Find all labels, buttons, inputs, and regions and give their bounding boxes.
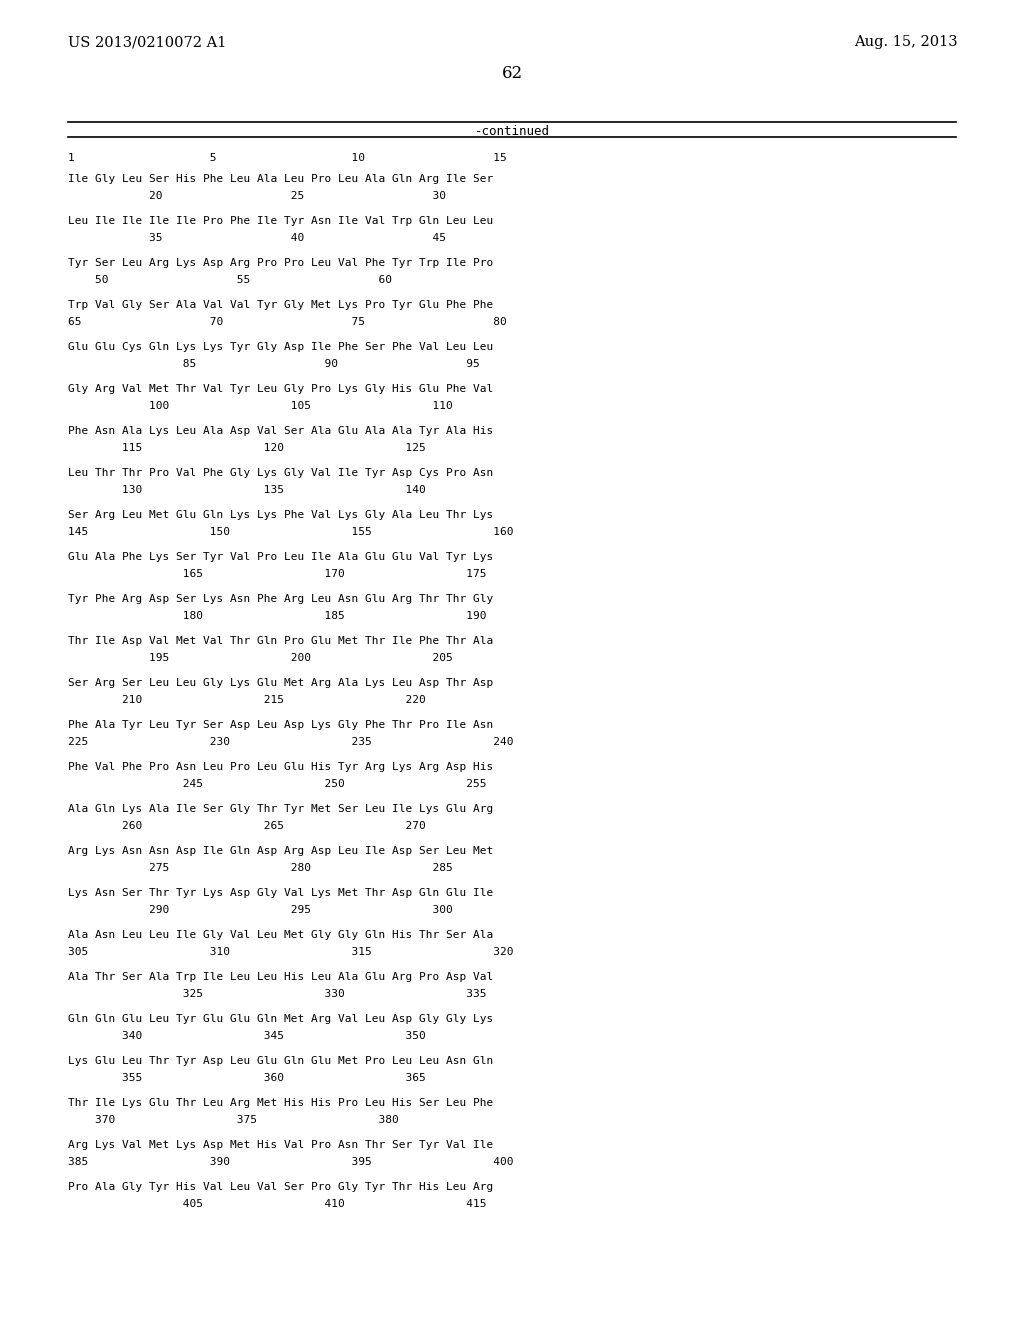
Text: 290                  295                  300: 290 295 300 — [68, 906, 453, 915]
Text: 100                  105                  110: 100 105 110 — [68, 401, 453, 411]
Text: 405                  410                  415: 405 410 415 — [68, 1199, 486, 1209]
Text: Ile Gly Leu Ser His Phe Leu Ala Leu Pro Leu Ala Gln Arg Ile Ser: Ile Gly Leu Ser His Phe Leu Ala Leu Pro … — [68, 174, 494, 183]
Text: Ala Asn Leu Leu Ile Gly Val Leu Met Gly Gly Gln His Thr Ser Ala: Ala Asn Leu Leu Ile Gly Val Leu Met Gly … — [68, 931, 494, 940]
Text: Thr Ile Lys Glu Thr Leu Arg Met His His Pro Leu His Ser Leu Phe: Thr Ile Lys Glu Thr Leu Arg Met His His … — [68, 1098, 494, 1107]
Text: 325                  330                  335: 325 330 335 — [68, 989, 486, 999]
Text: Ser Arg Ser Leu Leu Gly Lys Glu Met Arg Ala Lys Leu Asp Thr Asp: Ser Arg Ser Leu Leu Gly Lys Glu Met Arg … — [68, 678, 494, 688]
Text: Phe Val Phe Pro Asn Leu Pro Leu Glu His Tyr Arg Lys Arg Asp His: Phe Val Phe Pro Asn Leu Pro Leu Glu His … — [68, 762, 494, 772]
Text: 1                    5                    10                   15: 1 5 10 15 — [68, 153, 507, 162]
Text: Glu Glu Cys Gln Lys Lys Tyr Gly Asp Ile Phe Ser Phe Val Leu Leu: Glu Glu Cys Gln Lys Lys Tyr Gly Asp Ile … — [68, 342, 494, 352]
Text: Pro Ala Gly Tyr His Val Leu Val Ser Pro Gly Tyr Thr His Leu Arg: Pro Ala Gly Tyr His Val Leu Val Ser Pro … — [68, 1181, 494, 1192]
Text: 225                  230                  235                  240: 225 230 235 240 — [68, 737, 513, 747]
Text: Phe Ala Tyr Leu Tyr Ser Asp Leu Asp Lys Gly Phe Thr Pro Ile Asn: Phe Ala Tyr Leu Tyr Ser Asp Leu Asp Lys … — [68, 719, 494, 730]
Text: Thr Ile Asp Val Met Val Thr Gln Pro Glu Met Thr Ile Phe Thr Ala: Thr Ile Asp Val Met Val Thr Gln Pro Glu … — [68, 636, 494, 645]
Text: Tyr Phe Arg Asp Ser Lys Asn Phe Arg Leu Asn Glu Arg Thr Thr Gly: Tyr Phe Arg Asp Ser Lys Asn Phe Arg Leu … — [68, 594, 494, 605]
Text: 115                  120                  125: 115 120 125 — [68, 444, 426, 453]
Text: Arg Lys Val Met Lys Asp Met His Val Pro Asn Thr Ser Tyr Val Ile: Arg Lys Val Met Lys Asp Met His Val Pro … — [68, 1140, 494, 1150]
Text: Gly Arg Val Met Thr Val Tyr Leu Gly Pro Lys Gly His Glu Phe Val: Gly Arg Val Met Thr Val Tyr Leu Gly Pro … — [68, 384, 494, 393]
Text: 35                   40                   45: 35 40 45 — [68, 234, 446, 243]
Text: 20                   25                   30: 20 25 30 — [68, 191, 446, 201]
Text: 130                  135                  140: 130 135 140 — [68, 484, 426, 495]
Text: 65                   70                   75                   80: 65 70 75 80 — [68, 317, 507, 327]
Text: Aug. 15, 2013: Aug. 15, 2013 — [854, 36, 958, 49]
Text: 305                  310                  315                  320: 305 310 315 320 — [68, 946, 513, 957]
Text: Lys Asn Ser Thr Tyr Lys Asp Gly Val Lys Met Thr Asp Gln Glu Ile: Lys Asn Ser Thr Tyr Lys Asp Gly Val Lys … — [68, 888, 494, 898]
Text: 180                  185                  190: 180 185 190 — [68, 611, 486, 620]
Text: Ser Arg Leu Met Glu Gln Lys Lys Phe Val Lys Gly Ala Leu Thr Lys: Ser Arg Leu Met Glu Gln Lys Lys Phe Val … — [68, 510, 494, 520]
Text: 245                  250                  255: 245 250 255 — [68, 779, 486, 789]
Text: 275                  280                  285: 275 280 285 — [68, 863, 453, 873]
Text: 145                  150                  155                  160: 145 150 155 160 — [68, 527, 513, 537]
Text: Ala Gln Lys Ala Ile Ser Gly Thr Tyr Met Ser Leu Ile Lys Glu Arg: Ala Gln Lys Ala Ile Ser Gly Thr Tyr Met … — [68, 804, 494, 814]
Text: 370                  375                  380: 370 375 380 — [68, 1115, 398, 1125]
Text: Arg Lys Asn Asn Asp Ile Gln Asp Arg Asp Leu Ile Asp Ser Leu Met: Arg Lys Asn Asn Asp Ile Gln Asp Arg Asp … — [68, 846, 494, 855]
Text: 85                   90                   95: 85 90 95 — [68, 359, 480, 370]
Text: Phe Asn Ala Lys Leu Ala Asp Val Ser Ala Glu Ala Ala Tyr Ala His: Phe Asn Ala Lys Leu Ala Asp Val Ser Ala … — [68, 426, 494, 436]
Text: 62: 62 — [502, 65, 522, 82]
Text: Glu Ala Phe Lys Ser Tyr Val Pro Leu Ile Ala Glu Glu Val Tyr Lys: Glu Ala Phe Lys Ser Tyr Val Pro Leu Ile … — [68, 552, 494, 562]
Text: 340                  345                  350: 340 345 350 — [68, 1031, 426, 1041]
Text: 50                   55                   60: 50 55 60 — [68, 275, 392, 285]
Text: -continued: -continued — [474, 125, 550, 139]
Text: 385                  390                  395                  400: 385 390 395 400 — [68, 1158, 513, 1167]
Text: Gln Gln Glu Leu Tyr Glu Glu Gln Met Arg Val Leu Asp Gly Gly Lys: Gln Gln Glu Leu Tyr Glu Glu Gln Met Arg … — [68, 1014, 494, 1024]
Text: Lys Glu Leu Thr Tyr Asp Leu Glu Gln Glu Met Pro Leu Leu Asn Gln: Lys Glu Leu Thr Tyr Asp Leu Glu Gln Glu … — [68, 1056, 494, 1067]
Text: 355                  360                  365: 355 360 365 — [68, 1073, 426, 1082]
Text: Ala Thr Ser Ala Trp Ile Leu Leu His Leu Ala Glu Arg Pro Asp Val: Ala Thr Ser Ala Trp Ile Leu Leu His Leu … — [68, 972, 494, 982]
Text: Leu Thr Thr Pro Val Phe Gly Lys Gly Val Ile Tyr Asp Cys Pro Asn: Leu Thr Thr Pro Val Phe Gly Lys Gly Val … — [68, 469, 494, 478]
Text: 195                  200                  205: 195 200 205 — [68, 653, 453, 663]
Text: 210                  215                  220: 210 215 220 — [68, 696, 426, 705]
Text: 260                  265                  270: 260 265 270 — [68, 821, 426, 832]
Text: Tyr Ser Leu Arg Lys Asp Arg Pro Pro Leu Val Phe Tyr Trp Ile Pro: Tyr Ser Leu Arg Lys Asp Arg Pro Pro Leu … — [68, 257, 494, 268]
Text: 165                  170                  175: 165 170 175 — [68, 569, 486, 579]
Text: Leu Ile Ile Ile Ile Pro Phe Ile Tyr Asn Ile Val Trp Gln Leu Leu: Leu Ile Ile Ile Ile Pro Phe Ile Tyr Asn … — [68, 216, 494, 226]
Text: US 2013/0210072 A1: US 2013/0210072 A1 — [68, 36, 226, 49]
Text: Trp Val Gly Ser Ala Val Val Tyr Gly Met Lys Pro Tyr Glu Phe Phe: Trp Val Gly Ser Ala Val Val Tyr Gly Met … — [68, 300, 494, 310]
